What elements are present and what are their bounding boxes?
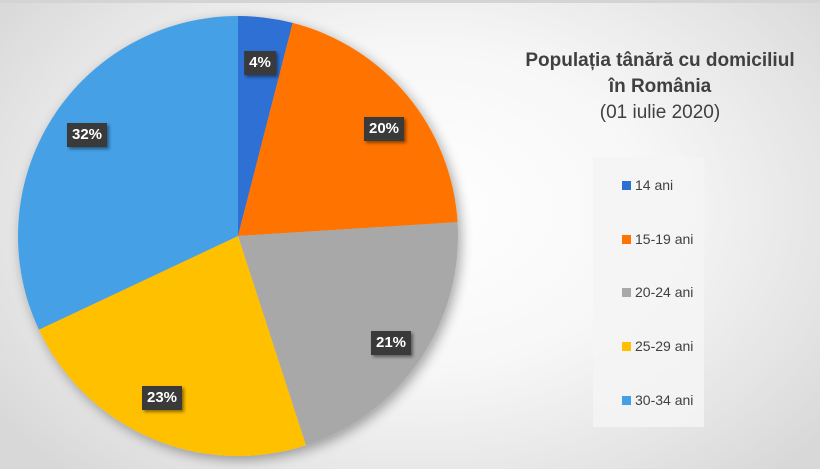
legend-item-20-24: 20-24 ani: [622, 282, 693, 302]
legend-swatch-icon: [622, 341, 631, 351]
pie-slice-30-34-ani: [18, 16, 238, 330]
legend-label: 20-24 ani: [635, 284, 694, 300]
legend-item-15-19: 15-19 ani: [622, 229, 693, 249]
legend-label: 25-29 ani: [635, 338, 694, 354]
legend-label: 15-19 ani: [635, 231, 694, 247]
legend-item-14: 14 ani: [622, 175, 673, 195]
pie-slice-15-19-ani: [238, 22, 458, 236]
legend-label: 30-34 ani: [635, 392, 694, 408]
legend-item-30-34: 30-34 ani: [622, 390, 693, 410]
data-label: 4%: [244, 51, 276, 75]
legend-swatch-icon: [622, 287, 631, 297]
pie-slices: [18, 16, 458, 456]
chart-title: Populația tânără cu domiciliul în Români…: [500, 48, 820, 126]
data-label: 32%: [66, 123, 108, 147]
legend-swatch-icon: [622, 180, 631, 190]
pie-slice-25-29-ani: [38, 236, 306, 456]
title-line-2: în România: [608, 76, 712, 97]
data-label: 20%: [363, 117, 405, 141]
title-line-1: Populația tânără cu domiciliul: [525, 50, 795, 71]
title-date: (01 iulie 2020): [599, 102, 721, 123]
legend-swatch-icon: [622, 395, 631, 405]
data-label: 21%: [370, 331, 412, 355]
legend: 14 ani 15-19 ani 20-24 ani 25-29 ani 30-…: [593, 157, 704, 427]
data-label: 23%: [141, 386, 183, 410]
legend-item-25-29: 25-29 ani: [622, 336, 693, 356]
legend-swatch-icon: [622, 234, 631, 244]
top-border: [0, 0, 820, 3]
legend-label: 14 ani: [635, 177, 674, 193]
pie-slice-20-24-ani: [238, 222, 458, 446]
